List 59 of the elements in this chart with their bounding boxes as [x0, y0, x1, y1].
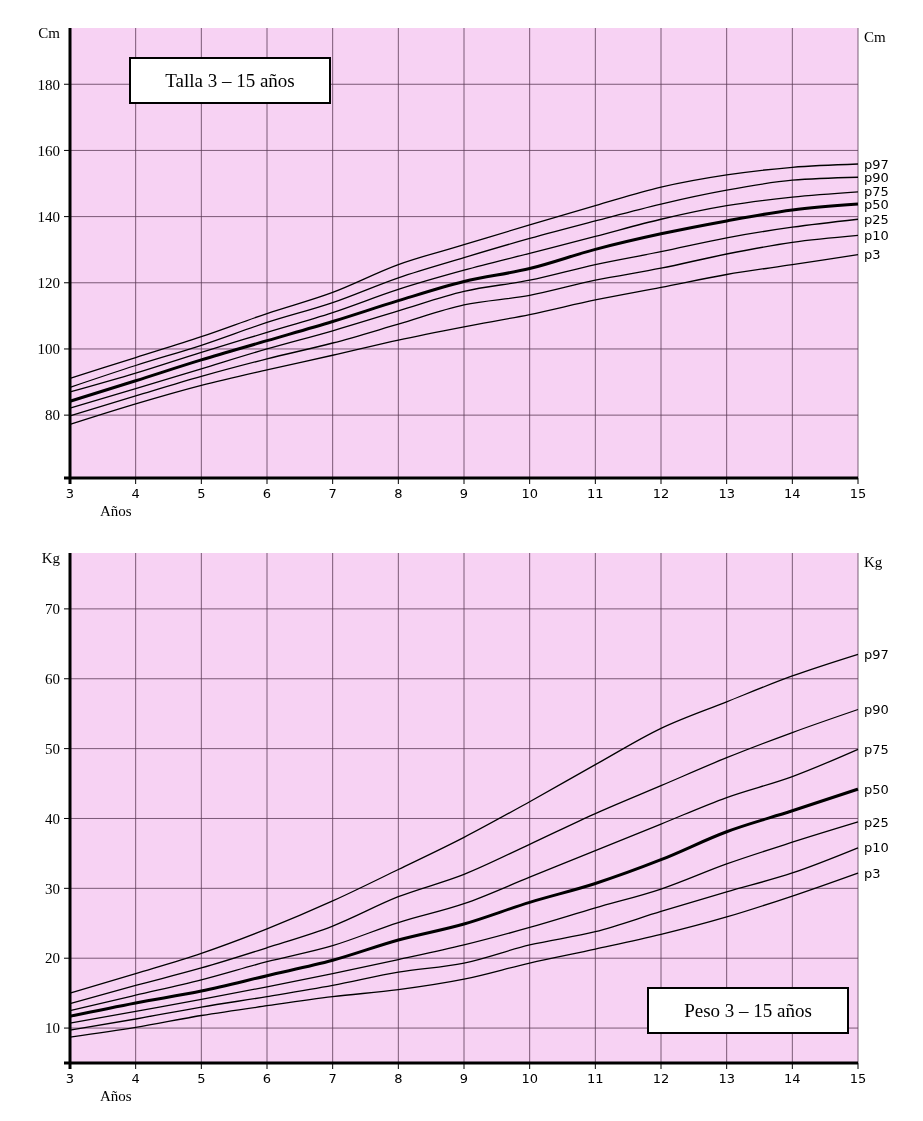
- x-tick-label: 8: [394, 1071, 403, 1086]
- series-label: p75: [864, 184, 889, 200]
- series-label: p10: [864, 840, 889, 856]
- y-tick-label: 100: [37, 341, 60, 358]
- x-tick-label: 6: [262, 1071, 272, 1086]
- x-tick-label: 3: [65, 486, 75, 501]
- x-tick-label: 12: [652, 486, 670, 501]
- y-tick-label: 80: [45, 407, 60, 424]
- y-tick-label: 180: [37, 76, 60, 93]
- series-label: p90: [864, 702, 889, 718]
- x-tick-label: 11: [587, 486, 604, 501]
- x-tick-label: 9: [459, 486, 469, 501]
- y-tick-label: 70: [45, 601, 60, 618]
- series-label: p97: [864, 156, 889, 172]
- y-axis-title: Cm: [38, 25, 61, 42]
- x-tick-label: 13: [718, 486, 735, 501]
- x-tick-label: 15: [849, 1071, 867, 1086]
- x-tick-label: 11: [587, 1071, 604, 1086]
- x-tick-label: 3: [65, 1071, 75, 1086]
- y-tick-label: 20: [45, 950, 60, 967]
- series-label: p25: [864, 211, 889, 227]
- x-tick-label: 4: [131, 1071, 140, 1086]
- y-tick-label: 60: [45, 671, 60, 687]
- x-tick-label: 9: [459, 1071, 469, 1086]
- x-axis-title: Años: [100, 503, 132, 519]
- series-label: p25: [864, 814, 889, 830]
- x-tick-label: 7: [328, 1071, 337, 1086]
- x-tick-label: 14: [784, 486, 801, 501]
- x-tick-label: 5: [197, 486, 206, 501]
- y-tick-label: 120: [37, 275, 60, 292]
- y-tick-label: 40: [45, 810, 60, 827]
- series-label: p10: [864, 228, 889, 244]
- text: Talla 3 – 15 años: [165, 70, 295, 91]
- x-tick-label: 10: [521, 1071, 538, 1086]
- y-tick-label: 30: [45, 880, 60, 897]
- series-label: p50: [864, 781, 889, 797]
- y-tick-label: 160: [37, 142, 60, 159]
- text: Cm: [864, 29, 886, 45]
- series-label: p75: [864, 741, 889, 757]
- x-tick-label: 5: [197, 1071, 206, 1086]
- y-tick-label: 10: [45, 1020, 60, 1037]
- y-tick-label: 50: [45, 740, 60, 757]
- y-axis-title: Kg: [41, 550, 61, 567]
- x-axis-title: Años: [100, 1088, 132, 1104]
- series-label: p97: [864, 646, 889, 662]
- text: Peso 3 – 15 años: [684, 1000, 812, 1021]
- x-tick-label: 15: [849, 486, 867, 501]
- x-tick-label: 12: [652, 1071, 670, 1086]
- x-tick-label: 6: [262, 486, 272, 501]
- x-tick-label: 10: [521, 486, 538, 501]
- x-tick-label: 8: [394, 486, 403, 501]
- x-tick-label: 4: [131, 486, 140, 501]
- y-tick-label: 140: [37, 208, 60, 225]
- text: Kg: [864, 554, 883, 570]
- x-tick-label: 13: [718, 1071, 735, 1086]
- x-tick-label: 7: [328, 486, 337, 501]
- series-label: p3: [864, 865, 881, 881]
- series-label: p3: [864, 247, 881, 263]
- x-tick-label: 14: [784, 1071, 801, 1086]
